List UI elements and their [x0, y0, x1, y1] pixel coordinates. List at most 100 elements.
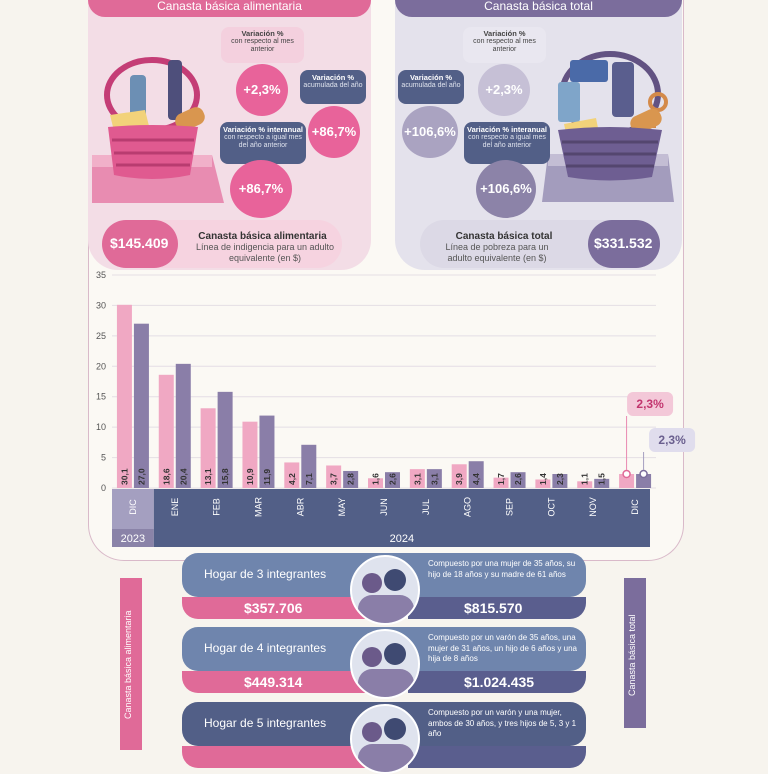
callout-label: 2,3% [658, 433, 686, 447]
data-label: 15,8 [220, 468, 230, 485]
bar [284, 462, 300, 488]
household-card: Hogar de 4 integrantes Compuesto por un v… [182, 627, 586, 699]
household-title: Hogar de 5 integrantes [204, 716, 327, 730]
data-label: 1,4 [538, 473, 548, 485]
y-tick-label: 30 [96, 300, 106, 310]
cbt-value-pill [588, 220, 660, 268]
side-cba-band [120, 578, 142, 750]
bar [368, 478, 383, 488]
household-cba-value: $449.314 [244, 674, 303, 690]
x-tick-label: SEP [505, 498, 515, 516]
bar [535, 479, 551, 488]
year-label: 2023 [121, 533, 145, 545]
household-card: Hogar de 3 integrantes Compuesto por una … [182, 553, 586, 625]
bar [619, 474, 635, 488]
family-avatar-icon [350, 629, 420, 699]
cba-monthly-label: Variación % con respecto al mes anterior [221, 27, 304, 63]
bar [326, 465, 342, 488]
data-label: 18,6 [161, 468, 171, 485]
variation-chart: 0 5 10 15 20 25 30 35 30,1 27,0 18,6 20,4 13,1 15,8 10… [96, 270, 696, 547]
cba-accumulated-value: +86,7% [308, 106, 360, 158]
bar [468, 461, 484, 488]
bar [158, 374, 174, 488]
data-label: 11,9 [262, 469, 272, 485]
cbt-accumulated-value: +106,6% [402, 106, 458, 158]
x-tick-label: MAR [253, 497, 263, 518]
bar [259, 415, 275, 488]
x-tick-label: JUN [379, 498, 389, 516]
bar [451, 464, 467, 488]
household-cba-value: $357.706 [244, 600, 303, 616]
bar [217, 391, 233, 488]
data-label: 30,1 [119, 468, 129, 485]
callout-label: 2,3% [636, 397, 664, 411]
cbt-subtitle: Línea de pobreza para un adulto equivale… [445, 242, 549, 263]
cba-subtitle: Línea de indigencia para un adulto equiv… [195, 242, 335, 263]
household-title: Hogar de 4 integrantes [204, 641, 327, 655]
side-cba-label: Canasta básica alimentaria [123, 610, 133, 720]
family-avatar-icon [350, 704, 420, 774]
y-tick-label: 10 [96, 422, 106, 432]
household-cbt-value: $1.024.435 [464, 674, 535, 690]
bar [343, 470, 359, 488]
household-card: Hogar de 5 integrantes Compuesto por un v… [182, 702, 586, 774]
bar [493, 477, 509, 488]
y-tick-label: 20 [96, 361, 106, 371]
household-description: Compuesto por un varón de 35 años, una m… [428, 633, 577, 663]
cba-interannual-label: Variación % interanual con respecto a igu… [220, 122, 306, 164]
data-label: 20,4 [178, 468, 188, 485]
bar [409, 469, 425, 488]
data-label: 2,8 [346, 473, 356, 485]
cba-monthly-value: +2,3% [236, 64, 288, 116]
bar [200, 408, 216, 488]
cba-value-pill [102, 220, 178, 268]
data-label: 13,1 [203, 468, 213, 485]
family-avatar-icon [350, 555, 420, 625]
household-cba-band [182, 597, 382, 619]
bar [385, 472, 400, 488]
x-tick-label: JUL [421, 499, 431, 515]
cbt-title: Canasta básica total [455, 231, 553, 242]
household-cbt-value: $815.570 [464, 600, 523, 616]
cbt-interannual-label: Variación % interanual con respecto a igu… [464, 122, 550, 164]
household-description: Compuesto por una mujer de 35 años, su h… [428, 559, 576, 579]
bar [552, 474, 568, 488]
y-tick-label: 5 [101, 453, 106, 463]
x-tick-label: DIC [630, 499, 640, 515]
y-tick-label: 35 [96, 270, 106, 280]
household-cbt-band [408, 746, 586, 768]
total-basket-icon [542, 51, 674, 202]
callout-box [649, 428, 696, 452]
bar [301, 444, 317, 488]
x-tick-label: AGO [463, 497, 473, 517]
household-cbt-band [408, 597, 586, 619]
data-label: 1,7 [496, 473, 506, 485]
bar [133, 323, 149, 488]
x-tick-label: MAY [337, 498, 347, 517]
x-tick-label: ENE [170, 498, 180, 517]
cbt-monthly-label: Variación % con respecto al mes anterior [463, 27, 546, 63]
bar [636, 474, 652, 488]
bar [116, 304, 132, 488]
household-cbt-band [408, 671, 586, 693]
year-cell-2023 [112, 529, 154, 547]
bar [426, 469, 442, 488]
y-tick-label: 0 [101, 483, 106, 493]
data-label: 3,1 [412, 473, 422, 485]
data-label: 27,0 [136, 468, 146, 485]
bar [594, 478, 610, 488]
y-tick-label: 25 [96, 331, 106, 341]
cbt-interannual-value: +106,6% [476, 160, 536, 218]
callout-box [627, 392, 674, 416]
data-label: 3,7 [329, 473, 339, 485]
household-cba-band [182, 671, 382, 693]
x-tick-label: OCT [546, 497, 556, 517]
x-tick-label: ABR [295, 497, 305, 516]
x-tick-label: DIC [128, 499, 138, 515]
data-label: 1,1 [580, 473, 590, 485]
data-label: 10,9 [245, 468, 255, 485]
year-label: 2024 [390, 533, 414, 545]
cba-accumulated-label: Variación % acumulada del año [300, 70, 366, 104]
household-title: Hogar de 3 integrantes [204, 567, 327, 581]
bar [242, 421, 258, 488]
